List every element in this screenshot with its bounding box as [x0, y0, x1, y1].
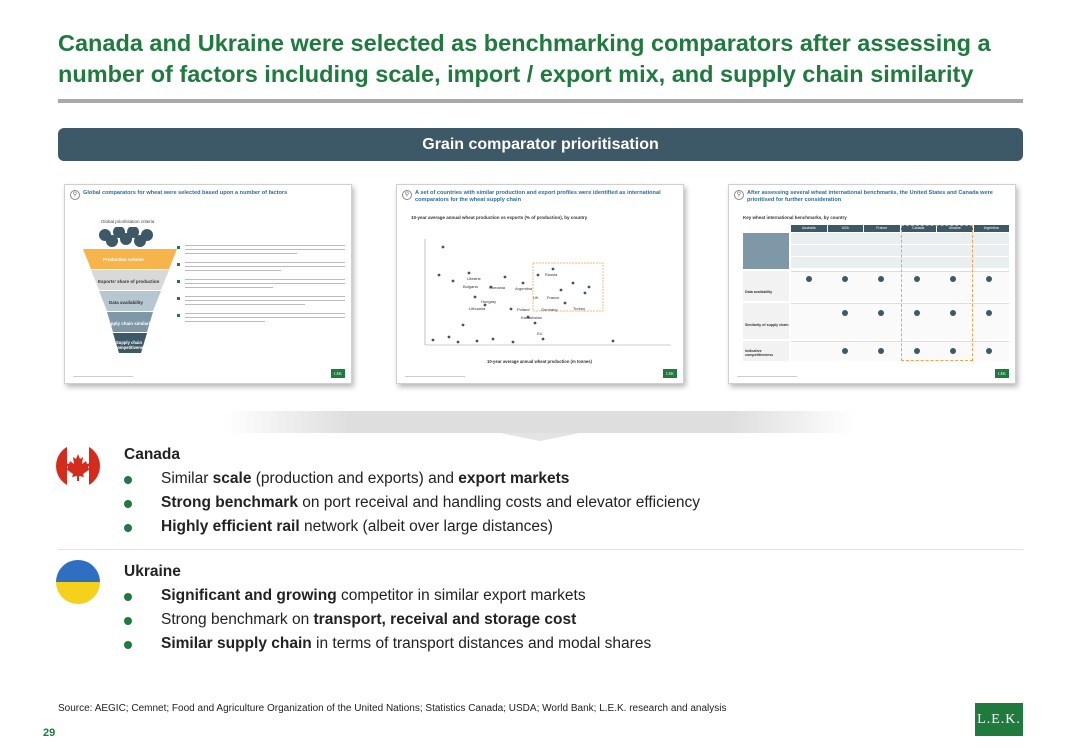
point-label: Turkey	[573, 306, 586, 311]
table-caption: Key wheat international benchmarks, by c…	[743, 215, 847, 220]
ukraine-heading: Ukraine	[124, 563, 181, 580]
slide-thumbnail-scatter[interactable]: ⚲ A set of countries with similar produc…	[396, 184, 684, 384]
funnel-title: Global prioritisation criteria	[101, 219, 155, 224]
column-header: Ukraine	[937, 225, 973, 232]
point-label: Lithuania	[469, 306, 486, 311]
row-label: Data availability	[745, 290, 773, 294]
funnel-diagram	[83, 227, 177, 353]
page-title: Canada and Ukraine were selected as benc…	[58, 30, 991, 87]
column-header: Canada	[900, 225, 936, 232]
scatter-plot	[424, 239, 671, 346]
bullet-dot	[124, 500, 132, 508]
magnifier-icon: ⚲	[402, 190, 412, 200]
thumbnail-heading: After assessing several wheat internatio…	[747, 190, 993, 203]
funnel-level-label: Production volume	[103, 257, 144, 262]
lek-logo-mini: LEK	[663, 369, 677, 378]
source-note: Source: AEGIC; Cemnet; Food and Agricult…	[58, 703, 727, 714]
point-label: Hungary	[481, 299, 497, 304]
lek-logo-mini: LEK	[331, 369, 345, 378]
column-header: Australia	[791, 225, 827, 232]
point-label: Argentina	[515, 286, 533, 291]
lek-logo: L.E.K.	[975, 703, 1023, 736]
column-header: Argentina	[973, 225, 1009, 232]
thumbnail-heading: A set of countries with similar producti…	[415, 190, 661, 203]
point-label: Ukraine	[467, 276, 481, 281]
point-label: Russia	[545, 272, 558, 277]
funnel-level-label: Supply chain similarity	[105, 321, 155, 326]
table-body	[743, 225, 1009, 373]
magnifier-icon: ⚲	[70, 190, 80, 200]
thumbnail-heading: Global comparators for wheat were select…	[83, 190, 288, 196]
thumbnail-footer	[405, 376, 465, 377]
harvey-balls	[806, 276, 992, 354]
point-label: Kazakhstan	[521, 315, 542, 320]
title-divider	[58, 99, 1023, 103]
funnel-level-label: Exports' share of production	[98, 279, 160, 284]
slide-thumbnail-criteria[interactable]: ⚲ Global comparators for wheat were sele…	[64, 184, 352, 384]
lek-logo-mini: LEK	[995, 369, 1009, 378]
slide-thumbnail-table[interactable]: ⚲ After assessing several wheat internat…	[728, 184, 1016, 384]
funnel-level-label: Data availability	[109, 300, 144, 305]
row-label: Indicative competitiveness	[745, 349, 774, 357]
section-banner: Grain comparator prioritisation	[58, 128, 1023, 161]
bullet-dot	[124, 476, 132, 484]
bullet-dot	[124, 617, 132, 625]
row-label: Similarity of supply chain	[745, 323, 789, 327]
point-label: Germany	[541, 307, 558, 312]
column-header: USA	[827, 225, 863, 232]
connector-arrow	[500, 433, 580, 441]
canada-heading: Canada	[124, 446, 180, 463]
thumbnail-footer	[73, 376, 133, 377]
point-label: Bulgaria	[463, 284, 478, 289]
section-divider	[58, 549, 1023, 550]
page-number: 29	[43, 727, 56, 739]
x-axis-label: 10-year average annual wheat production …	[487, 359, 592, 364]
bullet-dot	[124, 593, 132, 601]
bullet-dot	[124, 641, 132, 649]
thumbnail-bullets	[177, 245, 345, 330]
point-label: Romania	[489, 285, 506, 290]
thumbnail-footer	[737, 376, 797, 377]
canada-flag-icon	[56, 444, 100, 488]
point-label: EU	[537, 331, 543, 336]
magnifier-icon: ⚲	[734, 190, 744, 200]
ukraine-flag-icon	[56, 560, 100, 604]
point-label: Poland	[517, 307, 530, 312]
column-header: France	[864, 225, 900, 232]
point-label: France	[547, 295, 560, 300]
chart-caption: 10-year average annual wheat production …	[411, 215, 588, 220]
funnel-connector	[224, 411, 857, 433]
table-header: Australia USA France Canada Ukraine Arge…	[791, 225, 1009, 232]
point-label: UK	[533, 295, 539, 300]
bullet-dot	[124, 524, 132, 532]
funnel-level-label: Supply chain competitiveness	[115, 340, 148, 350]
